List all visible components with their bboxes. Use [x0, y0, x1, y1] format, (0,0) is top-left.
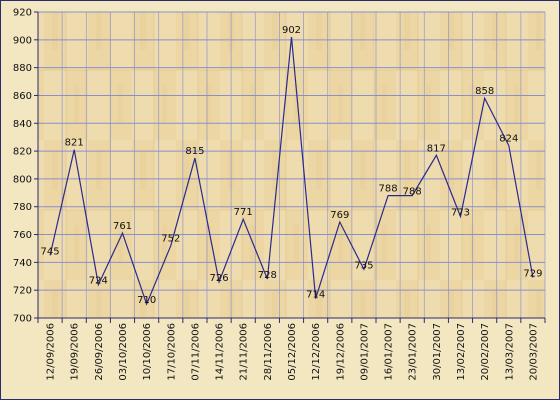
y-tick-label: 740 — [13, 258, 32, 269]
data-label: 726 — [210, 273, 229, 284]
data-label: 752 — [161, 234, 180, 245]
x-tick-label: 19/12/2006 — [335, 323, 346, 381]
x-tick-label: 12/09/2006 — [46, 323, 57, 381]
x-axis-ticks: 12/09/2006 19/09/2006 26/09/2006 03/10/2006… — [37, 318, 546, 381]
y-tick-label: 860 — [13, 91, 32, 102]
x-tick-label: 07/11/2006 — [190, 323, 201, 381]
data-label: 815 — [185, 146, 204, 157]
y-tick-label: 820 — [13, 147, 32, 158]
data-label: 735 — [354, 260, 373, 271]
x-tick-label: 09/01/2007 — [359, 323, 370, 381]
y-tick-label: 900 — [13, 35, 32, 46]
series-line-group — [49, 36, 534, 306]
data-label: 769 — [330, 210, 349, 221]
data-label: 761 — [113, 221, 132, 232]
x-tick-label: 21/11/2006 — [239, 323, 250, 381]
y-tick-label: 840 — [13, 119, 32, 130]
x-tick-label: 26/09/2006 — [94, 323, 105, 381]
y-tick-label: 720 — [13, 286, 32, 297]
x-tick-label: 12/12/2006 — [311, 323, 322, 381]
data-label: 724 — [89, 276, 108, 287]
x-tick-label: 17/10/2006 — [166, 323, 177, 381]
x-tick-label: 10/10/2006 — [142, 323, 153, 381]
data-label: 771 — [234, 207, 253, 218]
data-label: 729 — [523, 269, 542, 280]
data-label: 788 — [403, 187, 422, 198]
data-label: 817 — [427, 143, 446, 154]
data-label: 824 — [499, 134, 518, 145]
x-tick-label: 13/03/2007 — [504, 323, 515, 381]
y-tick-label: 780 — [13, 202, 32, 213]
x-tick-label: 20/02/2007 — [480, 323, 491, 381]
x-tick-label: 03/10/2006 — [118, 323, 129, 381]
data-label: 745 — [41, 246, 60, 257]
x-tick-label: 16/01/2007 — [384, 323, 395, 381]
data-label: 773 — [451, 207, 470, 218]
data-label: 714 — [306, 290, 325, 301]
x-tick-label: 30/01/2007 — [432, 323, 443, 381]
y-tick-label: 800 — [13, 174, 32, 185]
y-tick-label: 880 — [13, 63, 32, 74]
data-labels: 745 821 724 761 710 752 815 726 771 728 902 714 769 7… — [41, 25, 543, 306]
data-label: 788 — [379, 184, 398, 195]
x-tick-label: 28/11/2006 — [263, 323, 274, 381]
x-tick-label: 19/09/2006 — [70, 323, 81, 381]
x-tick-label: 23/01/2007 — [408, 323, 419, 381]
data-label: 728 — [258, 270, 277, 281]
series-line — [49, 36, 534, 306]
x-tick-label: 20/03/2007 — [528, 323, 539, 381]
data-label: 858 — [475, 86, 494, 97]
y-tick-label: 700 — [13, 314, 32, 325]
plot-area — [38, 12, 545, 318]
x-tick-label: 13/02/2007 — [456, 323, 467, 381]
x-tick-label: 05/12/2006 — [287, 323, 298, 381]
y-tick-label: 920 — [13, 8, 32, 19]
axes — [37, 12, 545, 319]
data-label: 821 — [65, 138, 84, 149]
data-label: 902 — [282, 25, 301, 36]
y-tick-label: 760 — [13, 230, 32, 241]
y-axis-ticks: 700 720 740 760 780 800 820 840 860 880 900 920 — [13, 8, 38, 325]
data-label: 710 — [137, 295, 156, 306]
x-tick-label: 14/11/2006 — [215, 323, 226, 381]
